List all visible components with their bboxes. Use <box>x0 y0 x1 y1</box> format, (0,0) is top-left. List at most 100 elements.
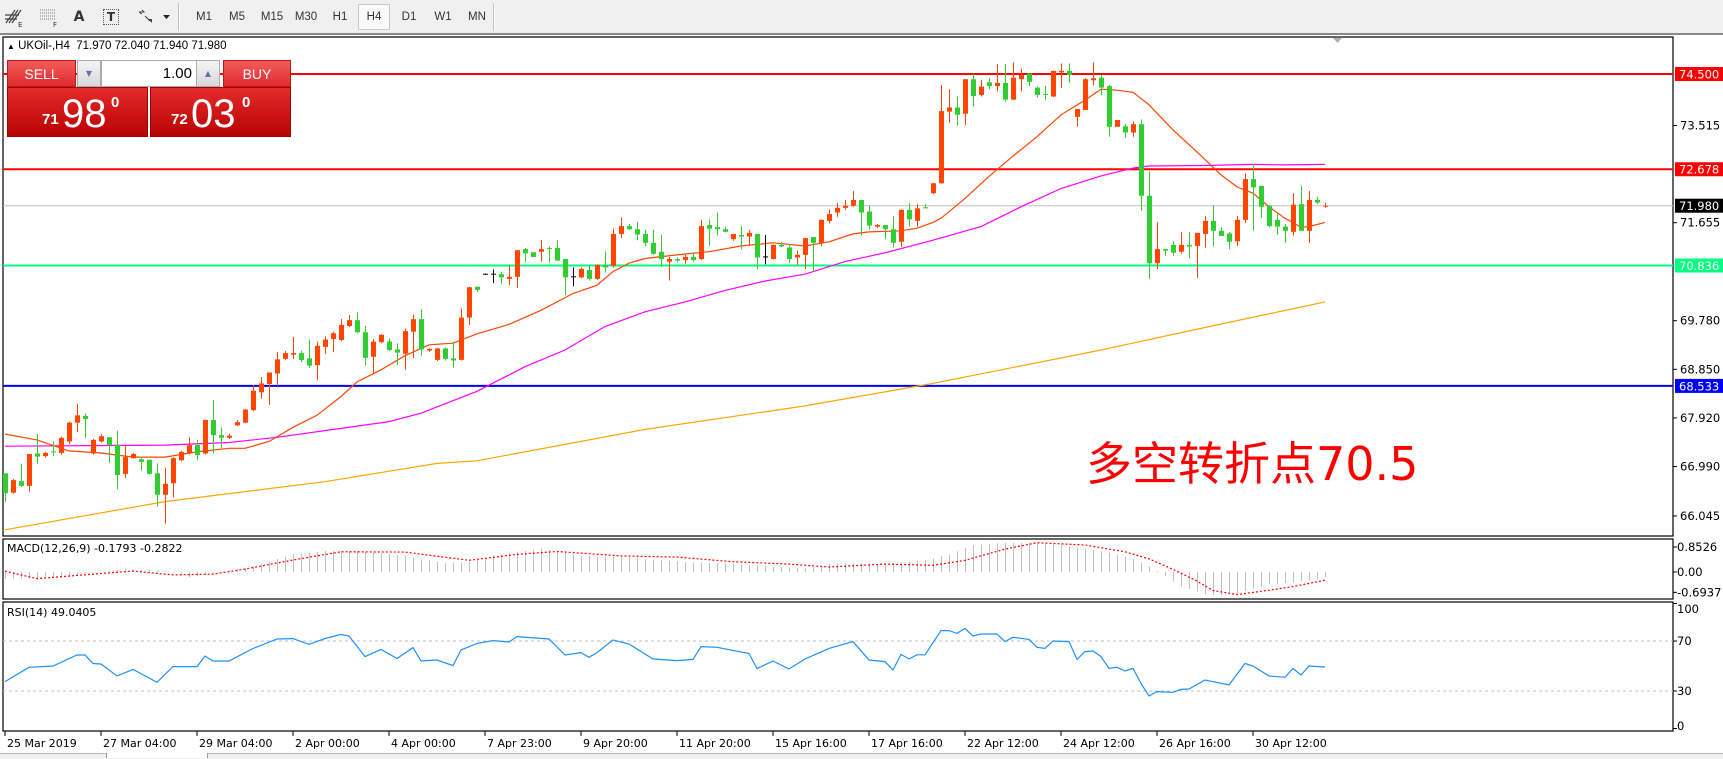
candle-body[interactable] <box>467 287 472 318</box>
candle-body[interactable] <box>995 82 1000 87</box>
candle-body[interactable] <box>587 270 592 279</box>
candle-body[interactable] <box>395 349 400 353</box>
candle-body[interactable] <box>891 229 896 243</box>
candle-body[interactable] <box>347 320 352 326</box>
candle-body[interactable] <box>859 199 864 213</box>
candle-body[interactable] <box>51 451 56 453</box>
candle-body[interactable] <box>787 247 792 260</box>
candle-body[interactable] <box>627 226 632 230</box>
candle-body[interactable] <box>947 107 952 112</box>
candle-body[interactable] <box>1299 204 1304 231</box>
candle-body[interactable] <box>267 372 272 384</box>
candle-body[interactable] <box>411 319 416 332</box>
candle-body[interactable] <box>131 454 136 459</box>
candle-body[interactable] <box>1211 220 1216 231</box>
candle-body[interactable] <box>259 383 264 393</box>
candle-body[interactable] <box>83 415 88 419</box>
candle-body[interactable] <box>635 229 640 235</box>
candle-body[interactable] <box>355 320 360 333</box>
candle-body[interactable] <box>307 358 312 366</box>
lot-decrease-button[interactable]: ▼ <box>77 60 101 87</box>
buy-button[interactable]: BUY <box>223 60 291 87</box>
timeframe-h4[interactable]: H4 <box>358 4 390 30</box>
candle-body[interactable] <box>779 244 784 247</box>
candle-body[interactable] <box>643 233 648 243</box>
candle-body[interactable] <box>163 483 168 495</box>
candle-body[interactable] <box>123 457 128 474</box>
candle-body[interactable] <box>331 333 336 340</box>
candle-body[interactable] <box>235 422 240 426</box>
candle-body[interactable] <box>867 211 872 226</box>
candle-body[interactable] <box>203 420 208 454</box>
candle-body[interactable] <box>107 437 112 446</box>
timeframe-h1[interactable]: H1 <box>332 11 348 23</box>
candle-body[interactable] <box>531 252 536 257</box>
candle-body[interactable] <box>923 207 928 209</box>
shapes-dropdown-icon[interactable] <box>135 4 173 30</box>
candle-body[interactable] <box>1019 75 1024 80</box>
candle-body[interactable] <box>1115 119 1120 127</box>
candle-body[interactable] <box>795 254 800 258</box>
horizontal-lines-icon[interactable]: F <box>37 4 61 30</box>
candle-body[interactable] <box>1163 249 1168 251</box>
candle-body[interactable] <box>1323 205 1328 207</box>
candle-body[interactable] <box>539 249 544 252</box>
candle-body[interactable] <box>27 454 32 486</box>
text-label-icon[interactable]: T <box>100 4 122 30</box>
candle-body[interactable] <box>939 111 944 184</box>
collapse-triangle-icon[interactable]: ▲ <box>7 42 15 51</box>
candle-body[interactable] <box>11 480 16 493</box>
candle-body[interactable] <box>451 358 456 361</box>
candle-body[interactable] <box>707 225 712 229</box>
candle-body[interactable] <box>515 250 520 277</box>
candle-body[interactable] <box>1059 70 1064 73</box>
timeframe-mn[interactable]: MN <box>468 11 486 23</box>
candle-body[interactable] <box>731 233 736 240</box>
candle-body[interactable] <box>1123 126 1128 133</box>
candle-body[interactable] <box>651 242 656 254</box>
candle-body[interactable] <box>675 259 680 261</box>
candle-body[interactable] <box>827 214 832 221</box>
candle-body[interactable] <box>499 274 504 278</box>
sell-price-box[interactable]: 71 98 0 <box>7 87 148 137</box>
candle-body[interactable] <box>435 348 440 360</box>
candle-body[interactable] <box>1227 233 1232 242</box>
candle-body[interactable] <box>579 268 584 278</box>
candle-body[interactable] <box>19 481 24 486</box>
sell-button[interactable]: SELL <box>7 60 76 87</box>
candle-body[interactable] <box>387 341 392 350</box>
candle-body[interactable] <box>739 234 744 237</box>
candle-body[interactable] <box>403 331 408 354</box>
candle-body[interactable] <box>211 420 216 436</box>
candle-body[interactable] <box>35 453 40 457</box>
candle-body[interactable] <box>115 444 120 475</box>
timeframe-m1[interactable]: M1 <box>196 11 212 23</box>
candle-body[interactable] <box>67 422 72 442</box>
candle-body[interactable] <box>987 82 992 87</box>
timeframe-w1[interactable]: W1 <box>434 11 452 23</box>
candle-body[interactable] <box>1171 244 1176 253</box>
candle-body[interactable] <box>659 251 664 260</box>
candle-body[interactable] <box>595 264 600 279</box>
candle-body[interactable] <box>699 226 704 260</box>
candle-body[interactable] <box>1243 179 1248 220</box>
candle-body[interactable] <box>747 232 752 237</box>
candle-body[interactable] <box>1179 244 1184 252</box>
candle-body[interactable] <box>715 227 720 230</box>
candle-body[interactable] <box>419 319 424 350</box>
candle-body[interactable] <box>723 229 728 232</box>
candle-body[interactable] <box>971 79 976 96</box>
candle-body[interactable] <box>691 256 696 261</box>
candle-body[interactable] <box>443 348 448 359</box>
candle-body[interactable] <box>1291 204 1296 232</box>
chart-annotation-text[interactable]: 多空转折点70.5 <box>1086 437 1419 491</box>
lot-increase-button[interactable]: ▲ <box>196 60 220 87</box>
buy-price-box[interactable]: 72 03 0 <box>150 87 291 137</box>
candle-body[interactable] <box>563 259 568 278</box>
candle-body[interactable] <box>3 473 8 494</box>
candle-body[interactable] <box>1003 82 1008 100</box>
candle-body[interactable] <box>59 437 64 453</box>
candle-body[interactable] <box>523 249 528 254</box>
candle-body[interactable] <box>283 353 288 359</box>
